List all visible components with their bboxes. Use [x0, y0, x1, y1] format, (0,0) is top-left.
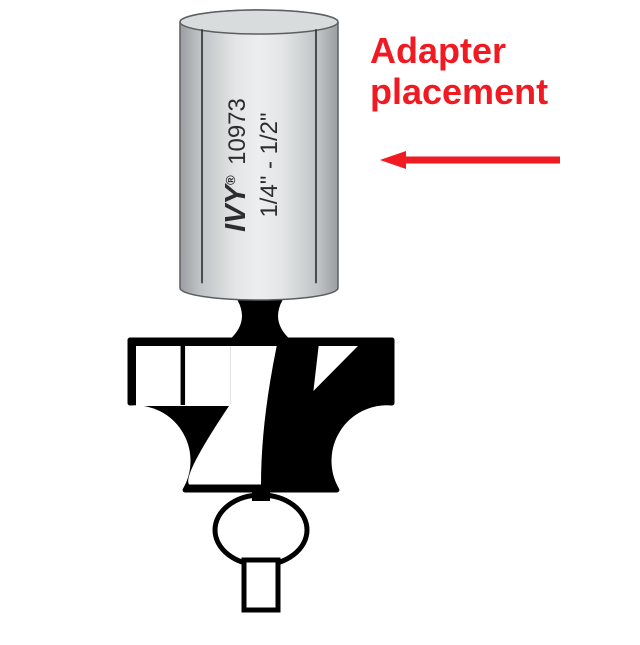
adapter-cylinder: IVY® 109731/4" - 1/2"	[180, 10, 338, 300]
router-bit	[130, 300, 392, 610]
svg-text:1/4" - 1/2": 1/4" - 1/2"	[256, 112, 283, 217]
annotation-label: Adapter placement	[370, 30, 548, 113]
annotation-arrow	[380, 151, 560, 169]
svg-text:IVY® 10973: IVY® 10973	[220, 98, 252, 232]
